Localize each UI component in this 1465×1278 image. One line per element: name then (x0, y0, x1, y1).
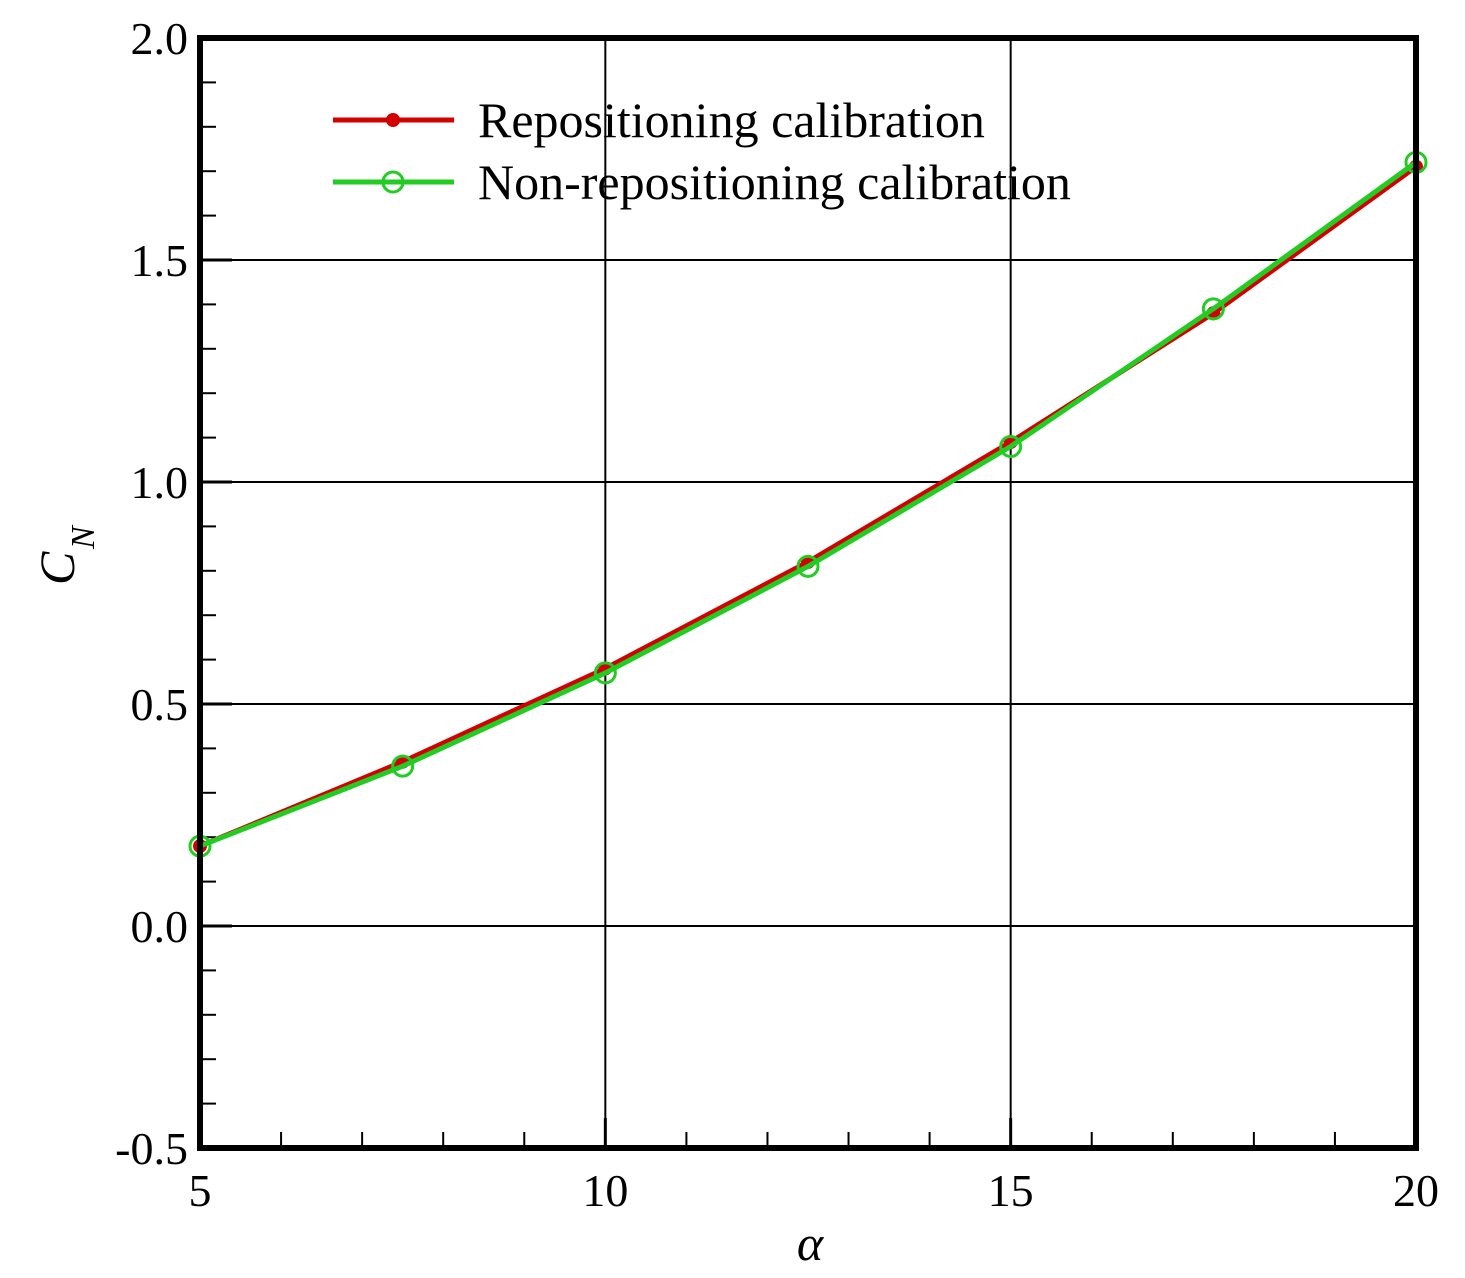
y-tick-label: 1.5 (131, 235, 189, 286)
data-point-non-repositioning (391, 754, 415, 778)
legend-marker-non-repositioning (381, 170, 405, 194)
x-tick-labels: 5 10 15 20 (189, 1165, 1440, 1216)
y-tick-label: 1.0 (131, 457, 189, 508)
data-point-non-repositioning (593, 661, 617, 685)
series-layer (188, 150, 1428, 858)
y-tick-label: -0.5 (115, 1123, 188, 1174)
x-tick-label: 20 (1393, 1165, 1439, 1216)
y-tick-label: 0.5 (131, 679, 189, 730)
x-tick-label: 5 (189, 1165, 212, 1216)
x-axis-title: α (797, 1215, 825, 1271)
y-axis-title-subscript: N (65, 524, 102, 550)
y-tick-label: 0.0 (131, 901, 189, 952)
legend: Repositioning calibration Non-reposition… (333, 92, 1071, 210)
series-line-non-repositioning (199, 160, 1418, 849)
y-tick-label: 2.0 (131, 13, 189, 64)
x-tick-label: 15 (988, 1165, 1034, 1216)
y-axis-title-main: C (29, 551, 85, 585)
y-tick-labels: -0.5 0.0 0.5 1.0 1.5 2.0 (115, 13, 188, 1174)
series-line-repositioning (199, 164, 1418, 849)
data-point-non-repositioning (796, 554, 820, 578)
legend-label-repositioning: Repositioning calibration (478, 92, 985, 148)
data-point-non-repositioning (1201, 297, 1225, 321)
legend-marker-repositioning (386, 113, 400, 127)
legend-label-non-repositioning: Non-repositioning calibration (478, 154, 1071, 210)
data-point-non-repositioning (999, 434, 1023, 458)
y-axis-title: C N (29, 524, 102, 585)
plot-frame (197, 35, 1419, 1151)
x-tick-label: 10 (582, 1165, 628, 1216)
